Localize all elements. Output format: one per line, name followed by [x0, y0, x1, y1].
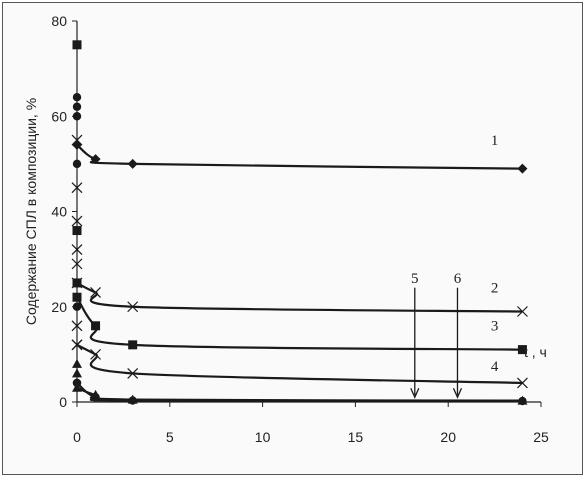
- x-marker-stroke: [90, 348, 101, 360]
- x-tick-label: 5: [166, 429, 174, 445]
- x-marker: [517, 377, 528, 389]
- x-marker: [71, 182, 83, 194]
- x-marker: [90, 287, 101, 298]
- y-tick-label: 40: [51, 204, 67, 220]
- curve-label-1: 1: [491, 133, 499, 149]
- markers: [71, 40, 528, 406]
- x-marker-stroke: [517, 306, 528, 317]
- square-marker: [72, 226, 82, 236]
- diamond-marker: [90, 154, 101, 165]
- series-line-3: [76, 296, 523, 351]
- curve-label-6: 6: [454, 271, 462, 287]
- x-marker-stroke: [90, 287, 101, 298]
- x-marker: [71, 134, 83, 146]
- x-axis-label: t , ч: [524, 344, 547, 360]
- x-tick-label: 0: [73, 429, 81, 445]
- triangle-marker: [72, 358, 82, 368]
- square-marker: [128, 340, 138, 350]
- x-marker: [90, 348, 101, 360]
- x-marker: [71, 320, 83, 332]
- square-marker: [72, 278, 82, 288]
- series-line-1: [76, 143, 523, 170]
- square-marker: [72, 292, 82, 302]
- y-tick-label: 20: [51, 299, 67, 315]
- x-marker-stroke: [127, 301, 139, 313]
- arrow-head: [452, 387, 463, 399]
- triangle-marker: [72, 368, 82, 378]
- x-marker-stroke: [71, 182, 83, 194]
- x-marker-stroke: [71, 215, 83, 227]
- circle-marker: [72, 112, 82, 121]
- y-axis-label: Содержание СПЛ в композиции, %: [23, 98, 39, 325]
- curve-label-4: 4: [491, 359, 499, 375]
- x-tick-label: 25: [533, 429, 549, 445]
- x-tick-label: 15: [348, 429, 364, 445]
- curve-label-5: 5: [411, 271, 419, 287]
- triangle-marker: [517, 395, 528, 405]
- curve-label-2: 2: [491, 280, 499, 296]
- circle-marker: [72, 102, 82, 111]
- series-line-2: [76, 281, 523, 313]
- diamond-marker: [127, 158, 138, 169]
- square-marker: [72, 40, 82, 50]
- curve-label-3: 3: [491, 319, 499, 335]
- x-marker-stroke: [517, 377, 528, 389]
- triangle-marker: [90, 389, 101, 399]
- circle-marker: [72, 378, 82, 388]
- square-marker: [91, 321, 101, 331]
- x-marker: [71, 339, 83, 351]
- x-marker-stroke: [127, 368, 139, 379]
- y-tick-label: 80: [51, 13, 67, 29]
- y-tick-label: 0: [59, 394, 67, 410]
- triangle-marker: [127, 394, 138, 404]
- x-marker-stroke: [71, 320, 83, 332]
- series-line-4: [76, 343, 523, 385]
- circle-marker: [72, 93, 82, 102]
- x-marker: [517, 306, 528, 317]
- x-tick-label: 20: [440, 429, 456, 445]
- x-marker: [71, 258, 83, 270]
- x-marker: [71, 215, 83, 227]
- x-marker: [71, 244, 83, 256]
- circle-marker: [72, 159, 82, 169]
- circle-marker: [72, 302, 82, 311]
- y-tick-label: 60: [51, 108, 67, 124]
- x-tick-label: 10: [255, 429, 271, 445]
- x-marker-stroke: [71, 244, 83, 256]
- triangle-marker: [72, 382, 82, 392]
- diamond-marker: [517, 163, 528, 174]
- x-marker-stroke: [71, 258, 83, 270]
- square-marker: [517, 345, 527, 355]
- x-marker: [127, 301, 139, 313]
- x-marker: [127, 368, 139, 379]
- x-marker-stroke: [71, 339, 83, 351]
- arrow-head: [410, 387, 420, 399]
- labels: 1 2 3 4 5 6: [410, 133, 499, 399]
- x-marker-stroke: [71, 134, 83, 146]
